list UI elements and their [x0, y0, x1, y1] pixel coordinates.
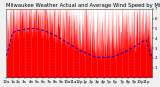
Text: Milwaukee Weather Actual and Average Wind Speed by Minute mph (Last 24 Hours): Milwaukee Weather Actual and Average Win…	[6, 3, 160, 8]
